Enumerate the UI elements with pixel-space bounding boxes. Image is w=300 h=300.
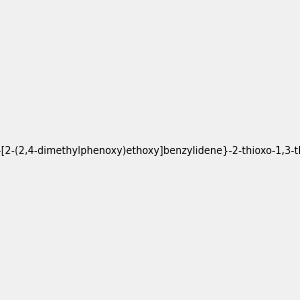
Text: 5-{5-chloro-2-[2-(2,4-dimethylphenoxy)ethoxy]benzylidene}-2-thioxo-1,3-thiazolid: 5-{5-chloro-2-[2-(2,4-dimethylphenoxy)et…: [0, 146, 300, 157]
